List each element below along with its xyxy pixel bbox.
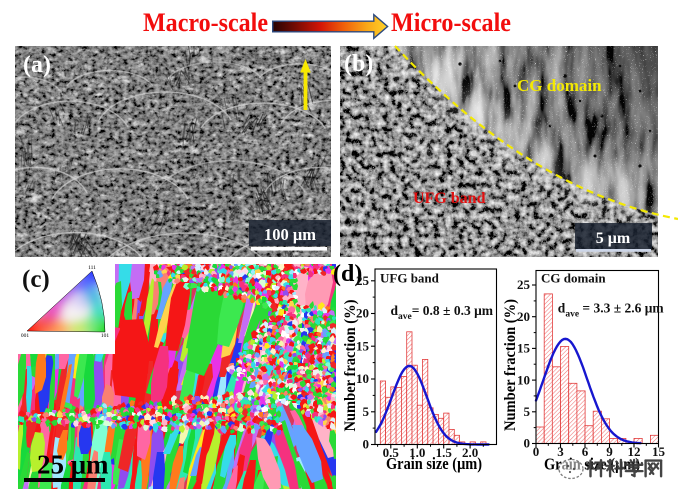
svg-text:20: 20 xyxy=(517,309,530,324)
svg-text:UFG band: UFG band xyxy=(413,190,486,207)
svg-text:Macro-scale: Macro-scale xyxy=(143,8,268,37)
svg-text:CG domain: CG domain xyxy=(517,76,602,95)
svg-text:1.0: 1.0 xyxy=(409,445,425,460)
svg-text:5: 5 xyxy=(363,404,370,419)
svg-text:dave = 3.3 ± 2.6 μm: dave = 3.3 ± 2.6 μm xyxy=(558,301,665,320)
svg-text:0.5: 0.5 xyxy=(383,445,400,460)
svg-text:0: 0 xyxy=(524,436,531,451)
svg-text:dave= 0.8 ± 0.3 μm: dave= 0.8 ± 0.3 μm xyxy=(391,303,494,322)
svg-text:15: 15 xyxy=(356,338,370,353)
svg-text:5: 5 xyxy=(524,404,531,419)
svg-text:10: 10 xyxy=(517,372,530,387)
svg-text:25 μm: 25 μm xyxy=(37,450,109,480)
svg-text:0: 0 xyxy=(533,444,540,459)
svg-text:20: 20 xyxy=(356,306,369,321)
svg-text:(a): (a) xyxy=(23,52,51,78)
svg-text:0: 0 xyxy=(363,437,370,452)
svg-text:10: 10 xyxy=(356,371,369,386)
svg-text:Micro-scale: Micro-scale xyxy=(391,8,511,37)
svg-text:(b): (b) xyxy=(344,51,373,77)
svg-text:12: 12 xyxy=(628,444,641,459)
svg-text:100 μm: 100 μm xyxy=(264,225,316,244)
svg-text:9: 9 xyxy=(606,444,613,459)
svg-text:5 μm: 5 μm xyxy=(596,230,631,247)
svg-text:3: 3 xyxy=(557,444,564,459)
svg-text:CG domain: CG domain xyxy=(541,271,606,286)
svg-text:(c): (c) xyxy=(22,266,50,293)
svg-text:Grain size (μm): Grain size (μm) xyxy=(386,454,482,473)
svg-text:Number fraction (%): Number fraction (%) xyxy=(342,300,359,432)
svg-text:1.5: 1.5 xyxy=(436,445,453,460)
svg-text:111: 111 xyxy=(88,265,96,271)
svg-text:6: 6 xyxy=(582,444,589,459)
svg-text:101: 101 xyxy=(101,333,110,339)
svg-text:25: 25 xyxy=(517,277,531,292)
svg-text:25: 25 xyxy=(356,273,370,288)
svg-text:UFG band: UFG band xyxy=(380,271,440,286)
svg-text:001: 001 xyxy=(21,333,30,339)
svg-text:(d): (d) xyxy=(333,261,362,287)
svg-text:15: 15 xyxy=(652,444,666,459)
svg-text:2.0: 2.0 xyxy=(462,445,478,460)
svg-text:Number fraction (%): Number fraction (%) xyxy=(502,299,519,431)
svg-text:15: 15 xyxy=(517,341,531,356)
